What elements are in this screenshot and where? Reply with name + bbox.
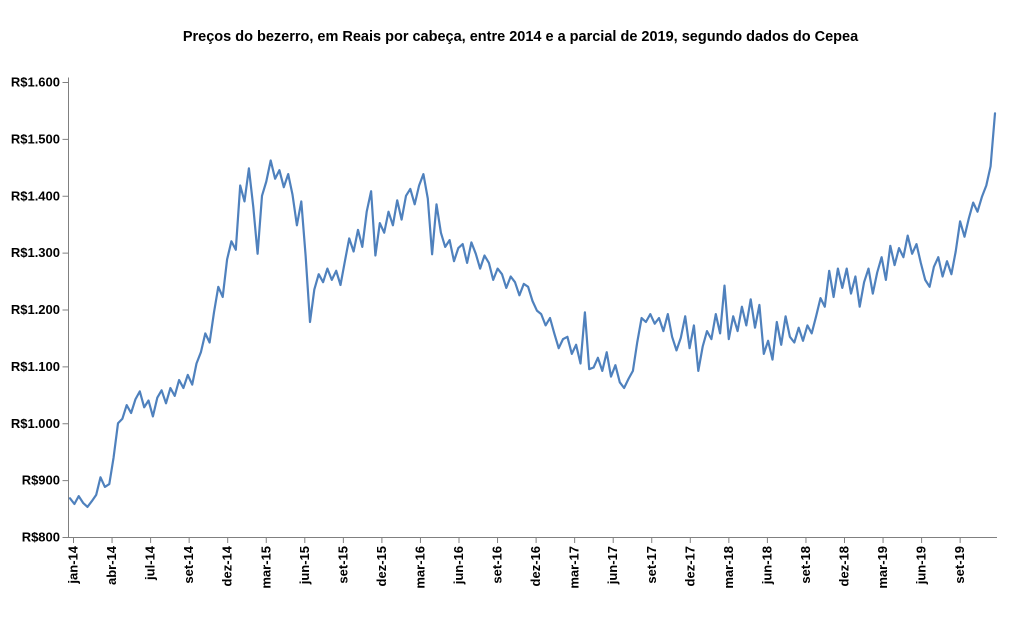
x-tick-label: set-16 xyxy=(490,546,505,584)
x-tick-label: dez-18 xyxy=(837,546,852,586)
x-tick-label: set-17 xyxy=(644,546,659,584)
x-axis-labels: jan-14 abr-14 jul-14 set-14 dez-14 mar-15 jun-… xyxy=(66,537,967,589)
chart-title: Preços do bezerro, em Reais por cabeça, … xyxy=(182,29,859,45)
y-tick-label: R$1.200 xyxy=(11,302,60,317)
price-series-line xyxy=(68,112,997,508)
x-tick-label: abr-14 xyxy=(104,545,119,585)
y-tick-label: R$900 xyxy=(22,473,60,488)
x-tick-label: mar-15 xyxy=(258,546,273,589)
x-tick-label: jun-19 xyxy=(914,546,929,585)
x-tick-label: mar-17 xyxy=(567,546,582,589)
x-tick-label: set-19 xyxy=(952,546,967,584)
y-tick-label: R$1.400 xyxy=(11,188,60,203)
x-tick-label: jun-16 xyxy=(451,546,466,585)
y-tick-label: R$1.600 xyxy=(11,75,60,90)
x-tick-label: dez-17 xyxy=(682,546,697,586)
x-tick-label: jun-18 xyxy=(759,546,774,585)
x-tick-label: dez-14 xyxy=(220,545,235,586)
x-tick-label: set-15 xyxy=(335,546,350,584)
x-tick-label: jun-17 xyxy=(605,546,620,585)
x-tick-label: jan-14 xyxy=(66,545,81,584)
y-tick-label: R$1.100 xyxy=(11,359,60,374)
x-tick-label: mar-18 xyxy=(721,546,736,589)
y-tick-label: R$1.500 xyxy=(11,131,60,146)
x-tick-label: jul-14 xyxy=(143,545,158,581)
x-tick-label: jun-15 xyxy=(297,546,312,585)
y-tick-label: R$1.000 xyxy=(11,416,60,431)
x-tick-label: set-18 xyxy=(798,546,813,584)
axes xyxy=(68,77,997,538)
y-tick-label: R$800 xyxy=(22,530,60,545)
x-tick-label: set-14 xyxy=(181,545,196,583)
x-tick-label: dez-15 xyxy=(374,546,389,586)
y-tick-label: R$1.300 xyxy=(11,245,60,260)
x-tick-label: mar-16 xyxy=(412,546,427,589)
x-tick-label: dez-16 xyxy=(528,546,543,586)
y-axis-labels: R$1.600 R$1.500 R$1.400 R$1.300 R$1.200 R$1.1… xyxy=(11,75,69,545)
x-tick-label: mar-19 xyxy=(875,546,890,589)
